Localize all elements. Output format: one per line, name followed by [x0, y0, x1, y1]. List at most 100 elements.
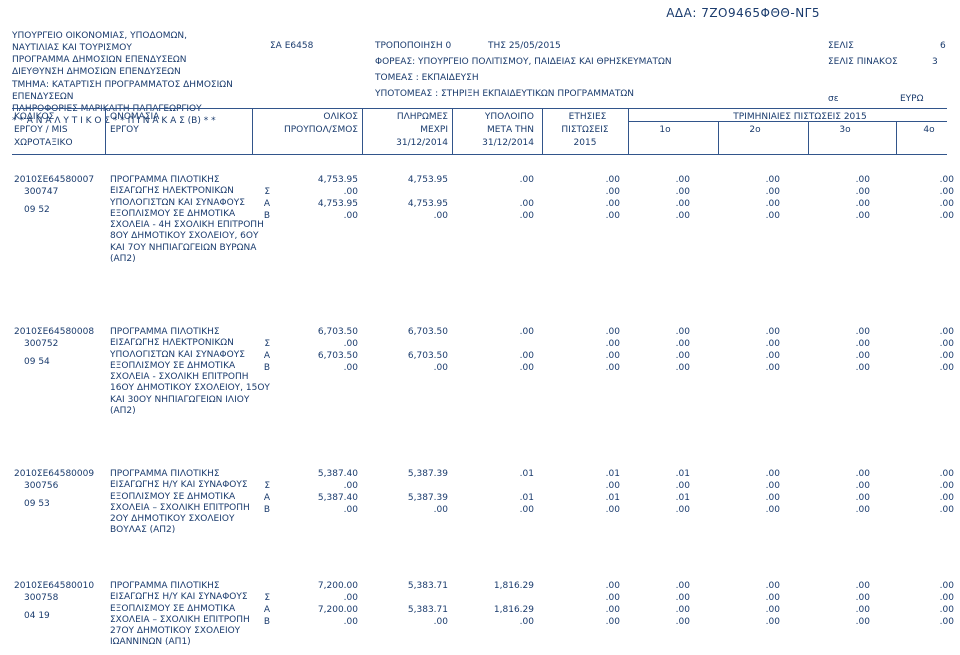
- cell-q4: .00: [904, 187, 954, 197]
- cell-q3: .00: [820, 187, 870, 197]
- project-row: 2010ΣΕ6458001030075804 19ΠΡΟΓΡΑΜΜΑ ΠΙΛΟΤ…: [0, 581, 960, 655]
- header-rule-top: [12, 108, 947, 109]
- cell-q4: .00: [904, 605, 954, 615]
- budget-page: ΑΔΑ: 7ΖΟ9465ΦΘΘ-ΝΓ5 ΥΠΟΥΡΓΕΙΟ ΟΙΚΟΝΟΜΙΑΣ…: [0, 0, 960, 655]
- cell-q1: .00: [640, 211, 690, 221]
- col-code-sub: ΕΡΓΟΥ / MIS: [14, 125, 68, 136]
- cell-q3: .00: [820, 481, 870, 491]
- cell-q3: .00: [820, 505, 870, 515]
- col-q2: 2ο: [730, 125, 780, 136]
- header-rule-bottom: [12, 154, 947, 155]
- cell-remaining: .00: [460, 505, 534, 515]
- cell-annual: .00: [550, 199, 620, 209]
- project-subcode: 300747: [24, 187, 58, 197]
- project-region-code: 04 19: [24, 611, 50, 621]
- cell-payments: .00: [374, 617, 448, 627]
- cell-remaining: .00: [460, 617, 534, 627]
- cell-q2: .00: [730, 617, 780, 627]
- cell-q3: .00: [820, 605, 870, 615]
- cell-q1: .00: [640, 339, 690, 349]
- cell-payments: 4,753.95: [374, 175, 448, 185]
- project-code: 2010ΣΕ64580009: [14, 469, 94, 479]
- cell-annual: .00: [550, 617, 620, 627]
- cell-q2: .00: [730, 593, 780, 603]
- cell-q4: .00: [904, 469, 954, 479]
- table-page-number: 3: [932, 57, 938, 67]
- cell-annual: .00: [550, 211, 620, 221]
- cell-payments: .00: [374, 211, 448, 221]
- col-q4: 4ο: [904, 125, 954, 136]
- col-credits: ΠΙΣΤΩΣΕΙΣ: [550, 125, 620, 136]
- cell-budget: .00: [280, 505, 358, 515]
- project-subcode: 300758: [24, 593, 58, 603]
- cell-budget: 6,703.50: [280, 351, 358, 361]
- col-name: ΟΝΟΜΑΣΙΑ: [110, 112, 159, 123]
- col-annual: ΕΤΗΣΙΕΣ: [555, 112, 620, 123]
- quarter-rule: [628, 121, 947, 122]
- cell-q1: .00: [640, 481, 690, 491]
- col-q3: 3ο: [820, 125, 870, 136]
- cell-q1: .01: [640, 469, 690, 479]
- col-divider: [896, 121, 897, 154]
- cell-q2: .00: [730, 211, 780, 221]
- cell-q3: .00: [820, 339, 870, 349]
- cell-budget: .00: [280, 481, 358, 491]
- cell-q1: .00: [640, 199, 690, 209]
- project-row: 2010ΣΕ6458000830075209 54ΠΡΟΓΡΑΜΜΑ ΠΙΛΟΤ…: [0, 327, 960, 467]
- cell-q4: .00: [904, 339, 954, 349]
- col-divider: [252, 108, 253, 154]
- cell-payments: 5,383.71: [374, 605, 448, 615]
- cell-payments: 6,703.50: [374, 327, 448, 337]
- sa-code: ΣΑ Ε6458: [270, 41, 313, 51]
- cell-annual: .00: [550, 605, 620, 615]
- row-symbol: Σ: [255, 481, 270, 491]
- cell-q3: .00: [820, 493, 870, 503]
- date-label: ΤΗΣ 25/05/2015: [488, 41, 561, 51]
- cell-payments: 6,703.50: [374, 351, 448, 361]
- cell-q2: .00: [730, 481, 780, 491]
- cell-q4: .00: [904, 505, 954, 515]
- cell-q1: .00: [640, 175, 690, 185]
- cell-q1: .00: [640, 581, 690, 591]
- project-row: 2010ΣΕ6458000930075609 53ΠΡΟΓΡΑΜΜΑ ΠΙΛΟΤ…: [0, 469, 960, 579]
- ministry-line: ΝΑΥΤΙΛΙΑΣ ΚΑΙ ΤΟΥΡΙΣΜΟΥ: [12, 42, 272, 54]
- cell-remaining: .01: [460, 469, 534, 479]
- cell-budget: 4,753.95: [280, 175, 358, 185]
- cell-remaining: 1,816.29: [460, 605, 534, 615]
- cell-budget: 5,387.40: [280, 493, 358, 503]
- row-symbol: Α: [255, 493, 270, 503]
- ministry-line: ΠΡΟΓΡΑΜΜΑ ΔΗΜΟΣΙΩΝ ΕΠΕΝΔΥΣΕΩΝ: [12, 54, 272, 66]
- cell-payments: .00: [374, 505, 448, 515]
- project-name: ΠΡΟΓΡΑΜΜΑ ΠΙΛΟΤΙΚΗΣ ΕΙΣΑΓΩΓΗΣ ΗΛΕΚΤΡΟΝΙΚ…: [110, 327, 270, 417]
- tomeas: ΤΟΜΕΑΣ : ΕΚΠΑΙΔΕΥΣΗ: [375, 73, 479, 83]
- cell-q2: .00: [730, 363, 780, 373]
- cell-q3: .00: [820, 581, 870, 591]
- cell-q1: .00: [640, 605, 690, 615]
- cell-q1: .00: [640, 617, 690, 627]
- cell-q3: .00: [820, 617, 870, 627]
- project-name: ΠΡΟΓΡΑΜΜΑ ΠΙΛΟΤΙΚΗΣ ΕΙΣΑΓΩΓΗΣ ΗΛΕΚΤΡΟΝΙΚ…: [110, 175, 270, 265]
- col-date1: 31/12/2014: [374, 138, 448, 149]
- row-symbol: Σ: [255, 187, 270, 197]
- project-code: 2010ΣΕ64580007: [14, 175, 94, 185]
- col-divider: [452, 108, 453, 154]
- cell-remaining: .00: [460, 327, 534, 337]
- col-divider: [718, 121, 719, 154]
- col-q1: 1ο: [640, 125, 690, 136]
- cell-payments: 5,387.39: [374, 469, 448, 479]
- cell-q4: .00: [904, 581, 954, 591]
- cell-remaining: .00: [460, 363, 534, 373]
- project-name: ΠΡΟΓΡΑΜΜΑ ΠΙΛΟΤΙΚΗΣ ΕΙΣΑΓΩΓΗΣ Η/Υ ΚΑΙ ΣΥ…: [110, 581, 270, 649]
- cell-annual: .00: [550, 363, 620, 373]
- projects-list: 2010ΣΕ6458000730074709 52ΠΡΟΓΡΑΜΜΑ ΠΙΛΟΤ…: [0, 175, 960, 655]
- cell-remaining: .00: [460, 175, 534, 185]
- row-symbol: Β: [255, 617, 270, 627]
- project-region-code: 09 53: [24, 499, 50, 509]
- col-ergou: ΕΡΓΟΥ: [110, 125, 139, 136]
- cell-remaining: .00: [460, 351, 534, 361]
- cell-q3: .00: [820, 199, 870, 209]
- col-divider: [808, 121, 809, 154]
- cell-q4: .00: [904, 481, 954, 491]
- cell-annual: .00: [550, 327, 620, 337]
- cell-annual: .00: [550, 581, 620, 591]
